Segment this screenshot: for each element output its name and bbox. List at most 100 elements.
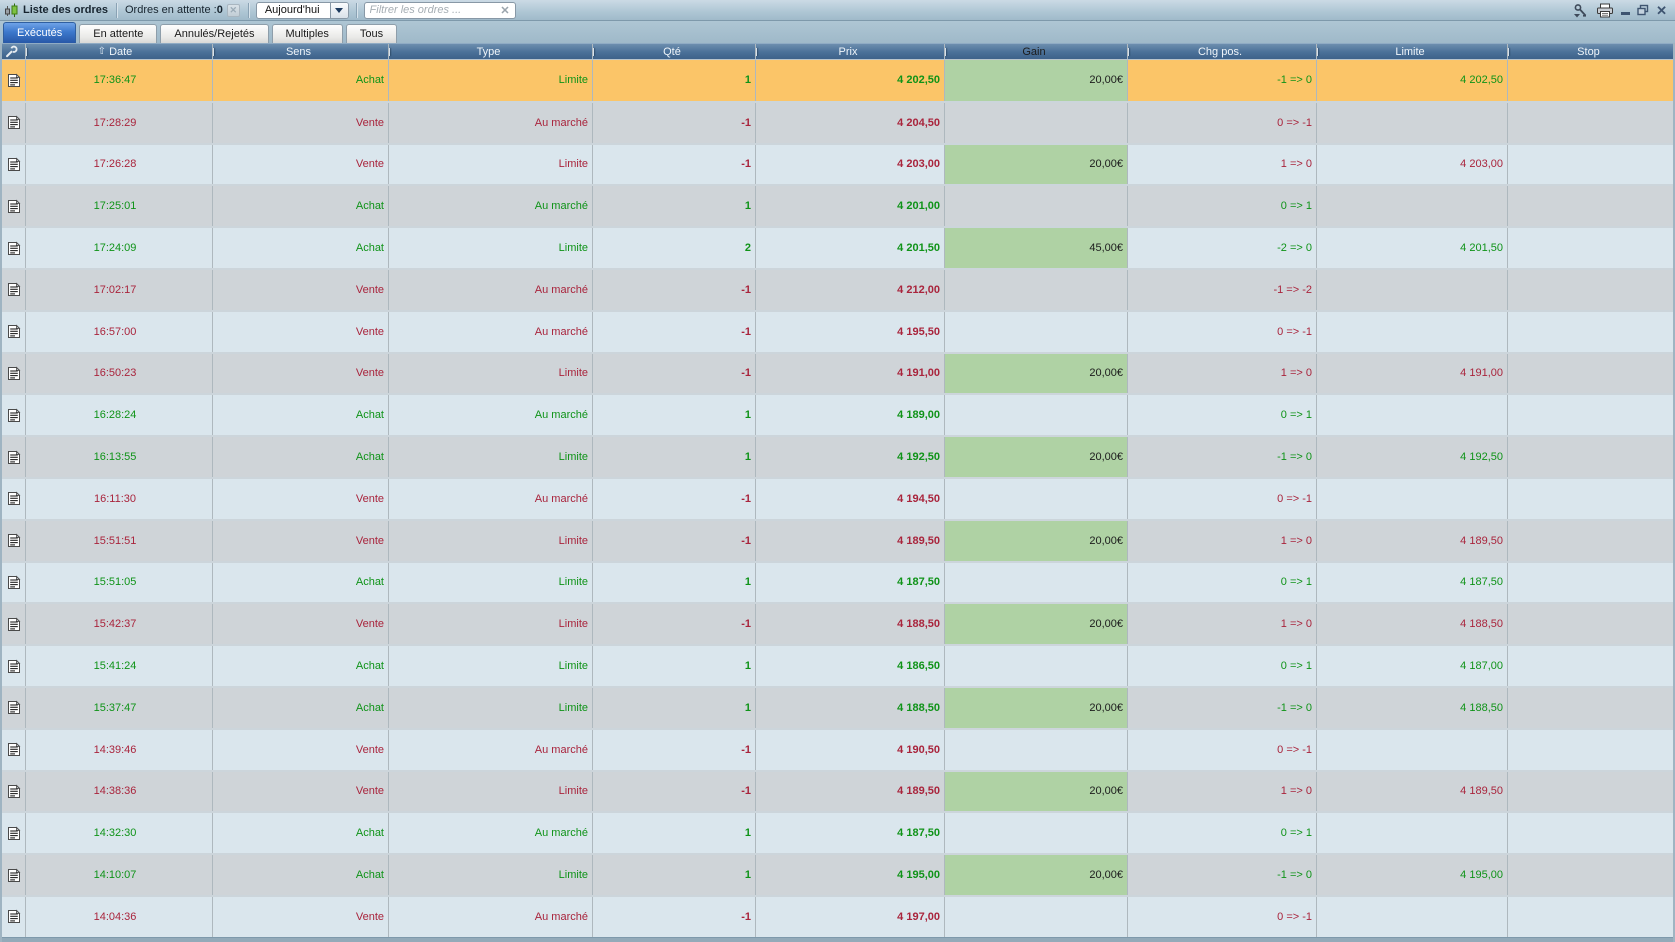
column-header-chg-pos[interactable]: Chg pos.: [1128, 44, 1317, 59]
order-details-icon[interactable]: [7, 700, 21, 715]
position-change: 0 => -1: [1128, 102, 1317, 143]
filter-input[interactable]: [369, 4, 501, 16]
table-row[interactable]: 14:32:30 Achat Au marché 1 4 187,50 0 =>…: [2, 811, 1673, 854]
table-row[interactable]: 16:28:24 Achat Au marché 1 4 189,00 0 =>…: [2, 393, 1673, 436]
order-side: Achat: [213, 687, 389, 728]
order-stop: [1508, 270, 1673, 310]
order-type: Limite: [389, 604, 593, 645]
order-limit: 4 202,50: [1317, 60, 1508, 101]
order-stop: [1508, 186, 1673, 226]
order-details-icon[interactable]: [7, 575, 21, 590]
order-details-icon[interactable]: [7, 617, 21, 632]
order-details-icon[interactable]: [7, 868, 21, 883]
order-type: Au marché: [389, 813, 593, 854]
tab-bar: Exécutés En attente Annulés/Rejetés Mult…: [0, 21, 1675, 43]
order-details-icon[interactable]: [7, 742, 21, 757]
order-price: 4 212,00: [756, 269, 945, 310]
order-details-icon[interactable]: [7, 366, 21, 381]
table-row[interactable]: 17:25:01 Achat Au marché 1 4 201,00 0 =>…: [2, 184, 1673, 227]
order-stop: [1508, 479, 1673, 519]
column-header-gain[interactable]: Gain: [945, 44, 1128, 59]
order-side: Vente: [213, 478, 389, 519]
table-row[interactable]: 14:04:36 Vente Au marché -1 4 197,00 0 =…: [2, 894, 1673, 937]
column-header-date[interactable]: ⇧ Date: [26, 44, 213, 59]
order-details-icon[interactable]: [7, 659, 21, 674]
order-details-icon[interactable]: [7, 408, 21, 423]
tab-multiples[interactable]: Multiples: [271, 24, 343, 43]
clear-filter-icon[interactable]: ✕: [500, 4, 510, 17]
order-details-icon[interactable]: [7, 909, 21, 924]
column-header-prix[interactable]: Prix: [756, 44, 945, 59]
order-details-icon[interactable]: [7, 324, 21, 339]
table-row[interactable]: 15:42:37 Vente Limite -1 4 188,50 20,00€…: [2, 602, 1673, 645]
tab-tous[interactable]: Tous: [345, 24, 398, 43]
table-row[interactable]: 16:11:30 Vente Au marché -1 4 194,50 0 =…: [2, 476, 1673, 519]
table-row[interactable]: 17:24:09 Achat Limite 2 4 201,50 45,00€ …: [2, 226, 1673, 268]
column-header-sens[interactable]: Sens: [213, 44, 389, 59]
table-row[interactable]: 17:28:29 Vente Au marché -1 4 204,50 0 =…: [2, 100, 1673, 143]
position-change: 1 => 0: [1128, 771, 1317, 812]
close-icon[interactable]: ✕: [1656, 2, 1667, 18]
period-dropdown[interactable]: Aujourd'hui: [255, 1, 349, 19]
order-details-icon[interactable]: [7, 115, 21, 130]
table-row[interactable]: 14:39:46 Vente Au marché -1 4 190,50 0 =…: [2, 727, 1673, 770]
column-settings-button[interactable]: [2, 44, 26, 59]
table-row[interactable]: 16:13:55 Achat Limite 1 4 192,50 20,00€ …: [2, 435, 1673, 477]
order-details-icon[interactable]: [7, 826, 21, 841]
order-type: Au marché: [389, 186, 593, 227]
order-gain: [945, 896, 1128, 937]
column-header-limite[interactable]: Limite: [1317, 44, 1508, 59]
table-row[interactable]: 17:26:28 Vente Limite -1 4 203,00 20,00€…: [2, 142, 1673, 185]
column-header-stop[interactable]: Stop: [1508, 44, 1673, 59]
order-gain: 20,00€: [945, 604, 1128, 645]
order-details-icon[interactable]: [7, 241, 21, 256]
order-price: 4 197,00: [756, 896, 945, 937]
table-row[interactable]: 15:37:47 Achat Limite 1 4 188,50 20,00€ …: [2, 685, 1673, 728]
order-details-icon[interactable]: [7, 491, 21, 506]
pending-orders-tab[interactable]: Ordres en attente :0 ✕: [118, 0, 247, 20]
panel-title[interactable]: Liste des ordres: [23, 4, 108, 16]
candlestick-chart-icon: [4, 3, 19, 18]
table-row[interactable]: 16:57:00 Vente Au marché -1 4 195,50 0 =…: [2, 309, 1673, 352]
order-limit: 4 192,50: [1317, 437, 1508, 477]
column-header-type[interactable]: Type: [389, 44, 593, 59]
table-row[interactable]: 14:10:07 Achat Limite 1 4 195,00 20,00€ …: [2, 853, 1673, 895]
minimize-icon[interactable]: [1621, 6, 1631, 15]
order-details-icon[interactable]: [7, 784, 21, 799]
restore-icon[interactable]: [1637, 4, 1649, 16]
bottom-edge: [2, 937, 1673, 942]
order-gain: 20,00€: [945, 353, 1128, 394]
order-side: Vente: [213, 604, 389, 645]
order-time: 14:39:46: [26, 729, 213, 770]
table-row[interactable]: 16:50:23 Vente Limite -1 4 191,00 20,00€…: [2, 351, 1673, 394]
position-change: 0 => -1: [1128, 311, 1317, 352]
order-limit: [1317, 896, 1508, 937]
table-row[interactable]: 14:38:36 Vente Limite -1 4 189,50 20,00€…: [2, 769, 1673, 812]
table-row[interactable]: 17:02:17 Vente Au marché -1 4 212,00 -1 …: [2, 267, 1673, 310]
order-side: Vente: [213, 102, 389, 143]
chevron-down-icon[interactable]: [329, 2, 348, 18]
order-details-icon[interactable]: [7, 282, 21, 297]
order-details-icon[interactable]: [7, 199, 21, 214]
tab-annules-rejetes[interactable]: Annulés/Rejetés: [160, 24, 269, 43]
order-details-icon[interactable]: [7, 533, 21, 548]
order-details-icon[interactable]: [7, 450, 21, 465]
tab-en-attente[interactable]: En attente: [79, 24, 158, 43]
order-details-icon[interactable]: [7, 157, 21, 172]
order-time: 14:04:36: [26, 896, 213, 937]
table-row[interactable]: 15:51:51 Vente Limite -1 4 189,50 20,00€…: [2, 518, 1673, 561]
order-gain: [945, 646, 1128, 686]
order-time: 15:51:51: [26, 520, 213, 561]
order-qty: -1: [593, 311, 756, 352]
table-row[interactable]: 15:41:24 Achat Limite 1 4 186,50 0 => 1 …: [2, 644, 1673, 686]
table-row[interactable]: 15:51:05 Achat Limite 1 4 187,50 0 => 1 …: [2, 560, 1673, 603]
order-price: 4 201,50: [756, 228, 945, 268]
printer-icon[interactable]: [1596, 3, 1614, 18]
order-price: 4 188,50: [756, 604, 945, 645]
column-header-qte[interactable]: Qté: [593, 44, 756, 59]
table-row[interactable]: 17:36:47 Achat Limite 1 4 202,50 20,00€ …: [2, 59, 1673, 101]
order-details-icon[interactable]: [7, 73, 21, 88]
tab-executes[interactable]: Exécutés: [3, 22, 77, 43]
order-time: 14:38:36: [26, 771, 213, 812]
pin-icon[interactable]: [1572, 3, 1589, 18]
